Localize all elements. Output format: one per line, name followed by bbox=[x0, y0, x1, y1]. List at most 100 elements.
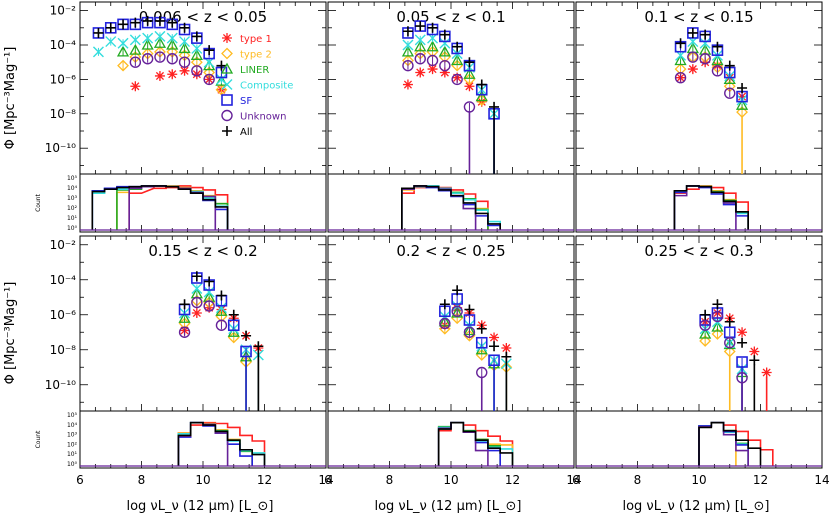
series-all bbox=[439, 285, 512, 411]
point-liner bbox=[475, 90, 488, 102]
x-axis-labels: log νL_ν (12 μm) [L_⊙] log νL_ν (12 μm) … bbox=[126, 499, 769, 514]
series-unknown bbox=[129, 51, 215, 86]
point-liner bbox=[451, 54, 464, 66]
point-all bbox=[489, 101, 500, 112]
point-all bbox=[749, 355, 760, 366]
point-unknown bbox=[439, 59, 451, 72]
y-axis-labels: Φ [Mpc⁻³Mag⁻¹] Φ [Mpc⁻³Mag⁻¹] bbox=[3, 47, 18, 385]
series-all bbox=[93, 15, 227, 71]
point-all bbox=[253, 341, 264, 352]
point-unknown bbox=[463, 326, 476, 338]
series-all bbox=[700, 299, 760, 411]
count-tick-label: 10⁵ bbox=[67, 412, 78, 419]
point-unknown bbox=[724, 337, 736, 349]
point-type1 bbox=[167, 69, 178, 80]
point-liner bbox=[153, 36, 167, 48]
histogram-all bbox=[437, 421, 514, 466]
point-all bbox=[700, 29, 711, 40]
count-histograms bbox=[328, 421, 574, 467]
count-tick-label: 10⁵ bbox=[67, 175, 78, 182]
count-tick-label: 10² bbox=[67, 205, 78, 212]
point-all bbox=[464, 57, 475, 68]
panel-title: 0.25 < z < 0.3 bbox=[644, 242, 753, 260]
point-composite bbox=[203, 286, 215, 298]
legend-label-composite: Composite bbox=[240, 81, 293, 92]
point-unknown bbox=[426, 54, 439, 67]
panel-6: 0.25 < z < 0.3 6 8 10 12 14 bbox=[572, 235, 830, 487]
panel-3: 0.1 < z < 0.15 bbox=[575, 1, 823, 233]
series-all bbox=[675, 27, 748, 93]
x-tick-label: 12 bbox=[505, 473, 520, 487]
panel-title: 0.05 < z < 0.1 bbox=[396, 8, 505, 26]
panel-title: 0.2 < z < 0.25 bbox=[396, 242, 505, 260]
histogram-composite bbox=[91, 185, 229, 230]
point-all bbox=[204, 45, 215, 56]
point-unknown bbox=[203, 300, 215, 312]
legend-marker-type2 bbox=[221, 47, 233, 60]
point-type1 bbox=[761, 367, 772, 378]
count-frame bbox=[327, 173, 575, 233]
point-composite bbox=[191, 283, 203, 294]
histogram-sf bbox=[91, 185, 229, 230]
count-frame bbox=[327, 410, 575, 469]
point-unknown bbox=[687, 51, 699, 63]
point-liner bbox=[463, 67, 476, 79]
point-liner bbox=[116, 45, 130, 57]
point-all bbox=[105, 22, 116, 33]
series-unknown bbox=[699, 310, 748, 411]
count-tick-label: 10⁰ bbox=[67, 225, 78, 232]
x-axis-label-col3: log νL_ν (12 μm) [L_⊙] bbox=[622, 499, 769, 514]
legend-label-liner: LINER bbox=[240, 65, 269, 76]
legend-label-unknown: Unknown bbox=[240, 112, 286, 123]
point-unknown bbox=[215, 319, 228, 331]
point-unknown bbox=[129, 56, 142, 68]
y-tick-label: 10⁻⁶ bbox=[50, 72, 77, 86]
point-all bbox=[700, 309, 711, 320]
point-type1 bbox=[489, 332, 500, 343]
point-liner bbox=[711, 54, 724, 66]
point-all bbox=[489, 341, 500, 352]
point-all bbox=[427, 22, 438, 33]
histogram-all bbox=[673, 185, 749, 230]
histogram-type1 bbox=[128, 185, 229, 230]
point-unknown bbox=[699, 53, 711, 65]
x-tick-label: 6 bbox=[76, 473, 84, 487]
legend-marker-sf bbox=[221, 94, 233, 106]
legend-marker-all bbox=[222, 126, 232, 136]
point-liner bbox=[166, 38, 179, 50]
histogram-all bbox=[91, 185, 229, 230]
point-type1 bbox=[154, 70, 165, 81]
point-type1 bbox=[687, 64, 698, 75]
point-unknown bbox=[402, 59, 414, 72]
y-tick-label: 10⁻² bbox=[50, 238, 77, 252]
point-all bbox=[452, 285, 463, 296]
point-type2 bbox=[117, 59, 129, 72]
point-composite bbox=[402, 39, 414, 51]
point-composite bbox=[142, 32, 154, 44]
point-unknown bbox=[191, 65, 203, 77]
count-tick-label: 10¹ bbox=[67, 451, 78, 458]
main-frame bbox=[327, 235, 575, 412]
point-type1 bbox=[402, 79, 413, 90]
panels: 10⁻² 10⁻⁴ 10⁻⁶ 10⁻⁸ 10⁻¹⁰ Count 10⁵ 10⁴ 10³ 10² 10… bbox=[35, 1, 830, 487]
panel-2: 0.05 < z < 0.1 bbox=[327, 1, 575, 233]
point-all bbox=[675, 38, 686, 49]
point-composite bbox=[699, 37, 711, 49]
point-liner bbox=[735, 98, 749, 110]
series-type1 bbox=[700, 308, 772, 411]
point-all bbox=[204, 276, 215, 287]
point-sf bbox=[475, 336, 488, 349]
histogram-all bbox=[177, 421, 266, 466]
point-all bbox=[501, 351, 512, 362]
x-tick-label: 12 bbox=[257, 473, 272, 487]
x-tick-label: 6 bbox=[324, 473, 332, 487]
series-all bbox=[402, 21, 500, 174]
point-all bbox=[737, 83, 748, 93]
series-type1 bbox=[439, 302, 512, 411]
point-all bbox=[93, 27, 104, 38]
series-composite bbox=[92, 30, 227, 85]
point-all bbox=[191, 271, 202, 282]
histogram-all bbox=[698, 421, 762, 466]
x-axis-label-col1: log νL_ν (12 μm) [L_⊙] bbox=[126, 499, 273, 514]
y-tick-label: 10⁻⁸ bbox=[50, 107, 77, 121]
